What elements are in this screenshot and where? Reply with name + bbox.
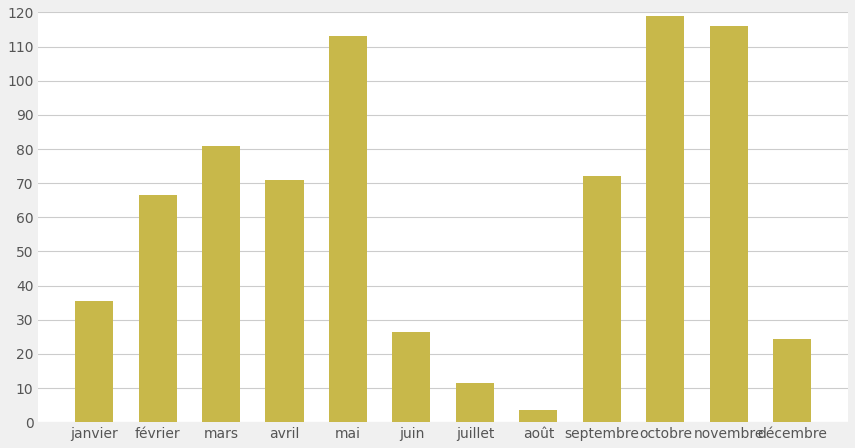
Bar — [266, 180, 304, 422]
Bar — [710, 26, 748, 422]
Bar — [329, 36, 367, 422]
Bar — [392, 332, 430, 422]
Bar — [202, 146, 240, 422]
Bar — [773, 339, 811, 422]
Bar — [646, 16, 684, 422]
Bar — [456, 383, 494, 422]
Bar — [583, 177, 621, 422]
Bar — [519, 410, 557, 422]
Bar — [75, 301, 113, 422]
Bar — [139, 195, 177, 422]
